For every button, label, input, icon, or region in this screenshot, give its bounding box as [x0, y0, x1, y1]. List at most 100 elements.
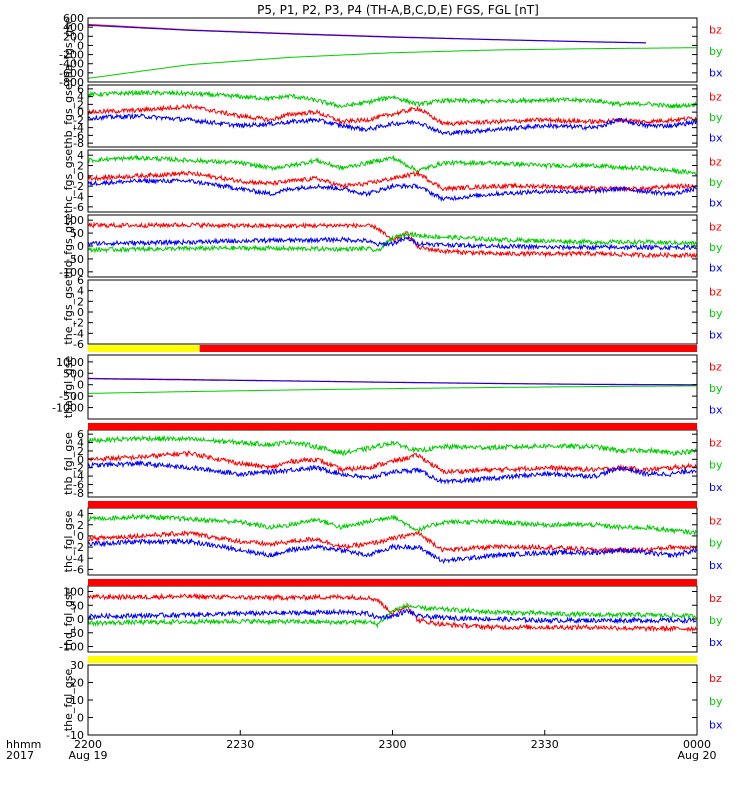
series-bx-thb_fgs_gse [88, 112, 697, 136]
ytick-label: 30 [70, 659, 84, 672]
ytick-label: 0 [77, 106, 84, 119]
ytick-label: 50 [70, 227, 84, 240]
legend-by: by [709, 382, 723, 395]
legend-bx: bx [709, 719, 723, 732]
series-by-tha_fgl_gse [88, 385, 697, 394]
series-by-thb_fgl_gse [88, 434, 697, 457]
ytick-label: -4 [73, 327, 84, 340]
ytick-label: -50 [66, 627, 84, 640]
ytick-label: 0 [77, 240, 84, 253]
status-bar-segment [88, 579, 697, 586]
series-bx-thd_fgs_gse [88, 235, 697, 252]
ytick-label: 50 [70, 599, 84, 612]
legend-bx: bx [709, 328, 723, 341]
legend-bz: bz [709, 24, 722, 37]
ytick-label: -2 [73, 462, 84, 475]
ytick-label: -100 [59, 641, 84, 654]
series-bx-thd_fgl_gse [88, 608, 697, 625]
ytick-label: 100 [63, 214, 84, 227]
legend-by: by [709, 459, 723, 472]
series-bz-thd_fgs_gse [88, 221, 697, 260]
ytick-label: 10 [70, 694, 84, 707]
xtick-label: 2230 [226, 738, 254, 751]
legend-bz: bz [709, 220, 722, 233]
series-bx-thc_fgl_gse [88, 537, 697, 564]
status-bar-segment [88, 345, 200, 352]
series-by-thb_fgs_gse [88, 89, 697, 109]
series-bz-thc_fgl_gse [88, 530, 697, 554]
panel-frame [87, 664, 698, 736]
ytick-label: 0 [77, 712, 84, 725]
panel-frame [87, 149, 698, 213]
ytick-label: -6 [73, 201, 84, 214]
xtick-label: 2200 [74, 738, 102, 751]
ytick-label: -2 [73, 180, 84, 193]
ytick-label: 2 [77, 160, 84, 173]
ytick-label: -4 [73, 122, 84, 135]
plot-title: P5, P1, P2, P3, P4 (TH-A,B,C,D,E) FGS, F… [257, 3, 539, 17]
ytick-label: -4 [73, 552, 84, 565]
ylabel-tha_fgl_gse: tha_fgl_gse [62, 356, 75, 419]
ytick-label: -4 [73, 191, 84, 204]
legend-bx: bx [709, 262, 723, 275]
legend-bx: bx [709, 197, 723, 210]
ytick-label: 1000 [56, 356, 84, 369]
ytick-label: -8 [73, 137, 84, 150]
xtick-date: Aug 20 [678, 749, 717, 762]
ytick-label: 400 [63, 21, 84, 34]
ytick-label: 600 [63, 12, 84, 25]
legend-by: by [709, 695, 723, 708]
status-bar-segment [88, 501, 697, 508]
status-bar-segment [88, 423, 697, 430]
ytick-label: 4 [77, 437, 84, 450]
ytick-label: 200 [63, 30, 84, 43]
ytick-label: -500 [59, 390, 84, 403]
series-by-thd_fgl_gse [88, 602, 697, 629]
legend-bz: bz [709, 90, 722, 103]
panel-frame [87, 279, 698, 345]
legend-bx: bx [709, 66, 723, 79]
series-by-thc_fgs_gse [88, 153, 697, 176]
ytick-label: -100 [59, 266, 84, 279]
ytick-label: 2 [77, 519, 84, 532]
ytick-label: -2 [73, 114, 84, 127]
ytick-label: -600 [59, 67, 84, 80]
series-bz-thb_fgl_gse [88, 450, 697, 476]
ytick-label: -50 [66, 253, 84, 266]
xtick-label: 2330 [531, 738, 559, 751]
series-by-thd_fgs_gse [88, 230, 697, 254]
ytick-label: 6 [77, 83, 84, 96]
ytick-label: 0 [77, 453, 84, 466]
ylabel-thc_fgl_gse: thc_fgl_gse [62, 510, 75, 572]
ytick-label: 500 [63, 367, 84, 380]
series-bx-thb_fgl_gse [88, 460, 697, 485]
legend-bx: bx [709, 481, 723, 494]
status-bar-segment [88, 656, 697, 663]
series-bz-thc_fgs_gse [88, 170, 697, 193]
legend-bx: bx [709, 636, 723, 649]
ytick-label: -1000 [52, 402, 84, 415]
ytick-label: -2 [73, 541, 84, 554]
ylabel-thb_fgs_gse: thb_fgs_gse [62, 83, 75, 149]
series-bz-tha_fgl_gse [88, 377, 697, 386]
ytick-label: 0 [77, 39, 84, 52]
legend-bz: bz [709, 286, 722, 299]
ylabel-the_fgl_gse: the_fgl_gse [62, 669, 75, 732]
panel-frame [87, 354, 698, 420]
legend-by: by [709, 241, 723, 254]
ylabel-thc_fgs_gse: thc_fgs_gse [62, 149, 75, 214]
ytick-label: 0 [77, 170, 84, 183]
ytick-label: 0 [77, 306, 84, 319]
ytick-label: 2 [77, 445, 84, 458]
ytick-label: -2 [73, 317, 84, 330]
legend-bz: bz [709, 514, 722, 527]
series-bx-tha_fgs_gse [88, 24, 646, 44]
ytick-label: 20 [70, 677, 84, 690]
series-bx-tha_fgl_gse [88, 378, 697, 386]
legend-by: by [709, 111, 723, 124]
